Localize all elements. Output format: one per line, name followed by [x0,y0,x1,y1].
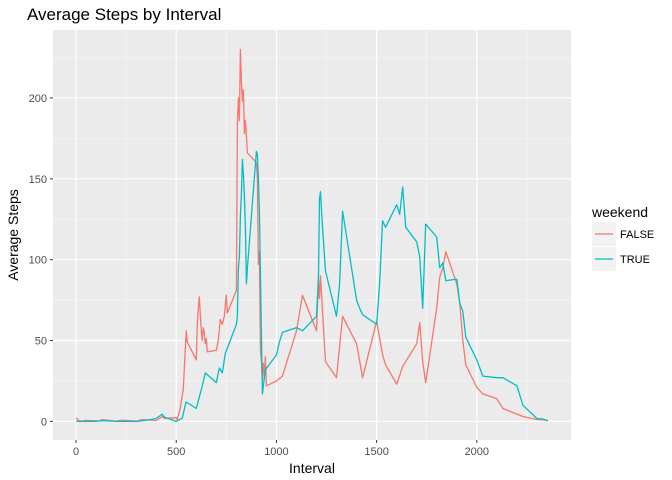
plot-panel [53,30,571,440]
y-tick-label: 0 [41,416,47,428]
chart-title: Average Steps by Interval [27,5,221,24]
legend-title: weekend [591,204,648,220]
x-tick-label: 0 [73,446,79,458]
major-gridlines [53,30,571,440]
series-line-false [75,48,549,422]
y-axis-title: Average Steps [5,189,21,281]
series-layer [75,48,549,423]
y-tick-label: 200 [29,93,47,105]
y-axis-ticks: 0 50 100 150 200 [29,93,53,428]
x-tick-label: 1500 [364,446,388,458]
series-line-true [75,150,549,423]
x-axis-ticks: 0 500 1000 1500 2000 [73,440,489,458]
y-tick-label: 100 [29,255,47,267]
y-tick-label: 150 [29,174,47,186]
x-axis-title: Interval [289,460,335,476]
legend-label-true: TRUE [620,254,650,266]
y-tick-label: 50 [35,336,47,348]
x-tick-label: 1000 [264,446,288,458]
x-tick-label: 500 [167,446,185,458]
legend-label-false: FALSE [620,229,654,241]
legend-items: FALSE TRUE [592,222,654,271]
x-tick-label: 2000 [465,446,489,458]
legend: weekend FALSE TRUE [591,204,654,271]
